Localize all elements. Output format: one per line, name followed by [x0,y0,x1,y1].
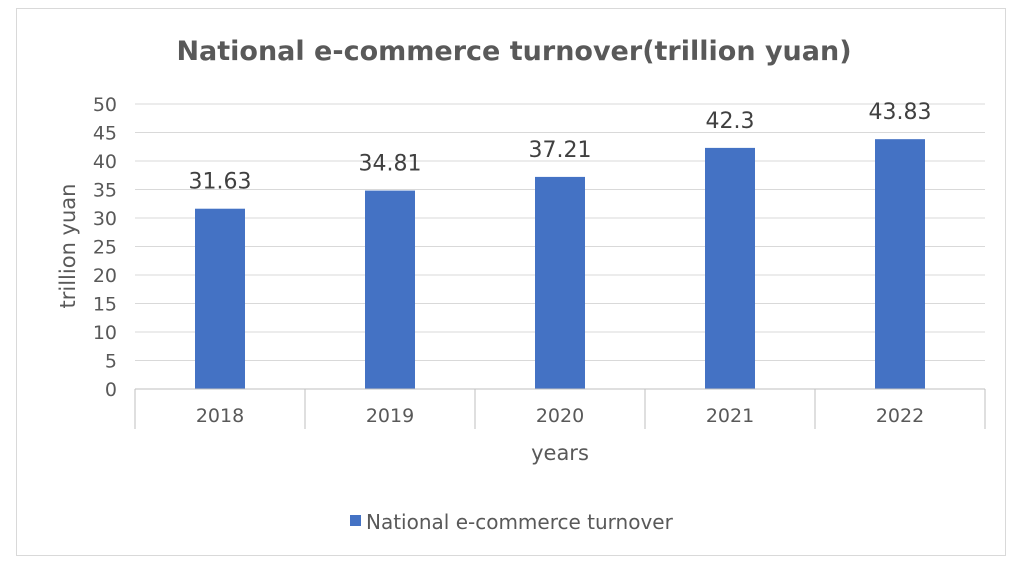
gridlines [135,103,985,361]
bar [365,190,415,389]
chart-title: National e-commerce turnover(trillion yu… [176,36,851,67]
legend: National e-commerce turnover [350,510,674,534]
y-tick-label: 35 [93,180,117,202]
bar [195,208,245,389]
y-tick-label: 5 [105,351,117,373]
bar [705,147,755,389]
data-label: 31.63 [189,170,252,195]
data-label: 42.3 [706,109,755,134]
x-tick-label: 2018 [196,405,244,427]
x-axis-ticks: 2018 2019 2020 2021 2022 [196,405,924,427]
y-tick-label: 20 [93,265,117,287]
y-tick-label: 25 [93,237,117,259]
bars [195,139,925,389]
x-axis-title: years [531,441,589,465]
data-label: 34.81 [359,152,422,177]
bar [875,139,925,389]
x-tick-label: 2021 [706,405,754,427]
bar [535,176,585,389]
x-tick-label: 2019 [366,405,414,427]
y-tick-label: 10 [93,322,117,344]
y-tick-label: 15 [93,294,117,316]
y-tick-label: 30 [93,208,117,230]
data-label: 43.83 [869,100,932,125]
x-axis [134,388,986,429]
x-tick-label: 2022 [876,405,924,427]
y-axis-ticks: 0 5 10 15 20 25 30 35 40 45 50 [93,94,117,401]
y-tick-label: 45 [93,123,117,145]
legend-label: National e-commerce turnover [366,510,674,534]
y-axis-title: trillion yuan [56,184,80,309]
legend-swatch [350,515,361,526]
y-tick-label: 50 [93,94,117,116]
y-tick-label: 0 [105,379,117,401]
data-labels: 31.63 34.81 37.21 42.3 43.83 [189,100,932,195]
y-tick-label: 40 [93,151,117,173]
data-label: 37.21 [529,138,592,163]
x-tick-label: 2020 [536,405,584,427]
chart-frame [16,8,1006,556]
